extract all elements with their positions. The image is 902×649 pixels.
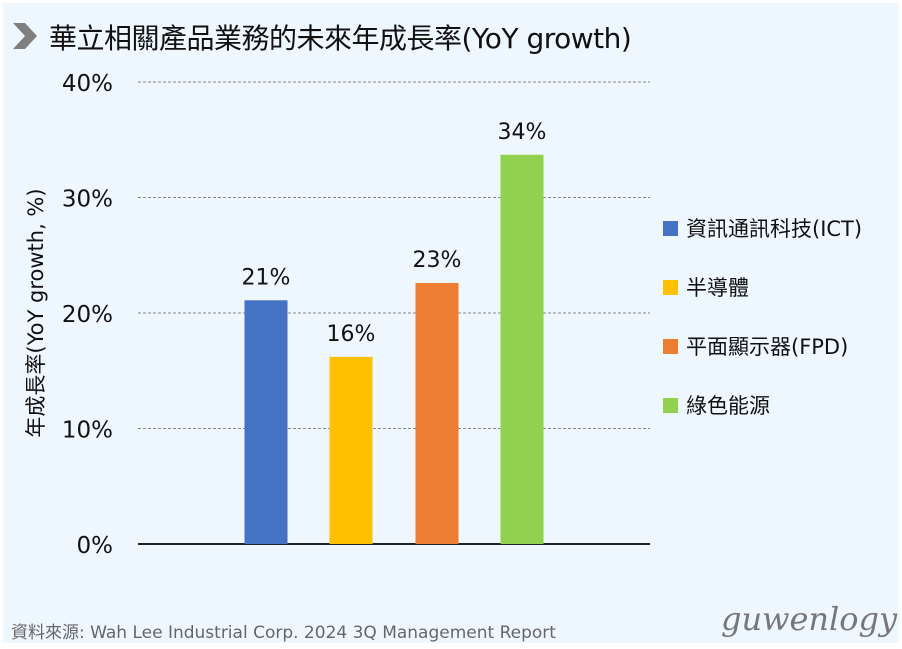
legend-label: 半導體 (686, 276, 749, 300)
data-label: 16% (327, 322, 376, 347)
bar-3 (415, 282, 459, 544)
legend-label: 平面顯示器(FPD) (686, 335, 849, 359)
bar-4 (500, 154, 544, 544)
y-tick-label: 20% (62, 302, 113, 328)
legend-item: 綠色能源 (663, 390, 770, 420)
bar-1 (244, 300, 288, 544)
legend-item: 資訊通訊科技(ICT) (663, 213, 862, 243)
y-axis-label: 年成長率(YoY growth, %) (24, 188, 48, 437)
legend-label: 資訊通訊科技(ICT) (686, 217, 863, 241)
plot-area: 0% 10% 20% 30% 40% 年成長率(YoY growth, %) 21% 16% 2… (24, 71, 650, 559)
data-label: 23% (413, 248, 462, 273)
legend-swatch (663, 397, 678, 413)
data-label: 34% (498, 120, 547, 145)
y-tick-label: 10% (62, 418, 113, 444)
chevron-right-icon (13, 23, 37, 49)
watermark-logo: guwenlogy (721, 600, 898, 638)
legend-swatch (663, 338, 678, 354)
data-label: 21% (242, 265, 291, 290)
legend-item: 半導體 (663, 272, 749, 302)
legend-label: 綠色能源 (686, 394, 770, 418)
source-note: 資料來源: Wah Lee Industrial Corp. 2024 3Q M… (11, 623, 556, 643)
legend-swatch (663, 220, 678, 236)
chart-title: 華立相關產品業務的未來年成長率(YoY growth) (49, 22, 632, 55)
y-tick-label: 30% (62, 187, 113, 213)
chart-frame: 華立相關產品業務的未來年成長率(YoY growth) 0% 10% 20% 30% 4… (3, 3, 899, 643)
legend-swatch (663, 279, 678, 295)
y-tick-label: 40% (62, 71, 113, 97)
y-tick-label: 0% (77, 533, 114, 559)
bar-2 (329, 356, 373, 544)
legend-item: 平面顯示器(FPD) (663, 331, 848, 361)
